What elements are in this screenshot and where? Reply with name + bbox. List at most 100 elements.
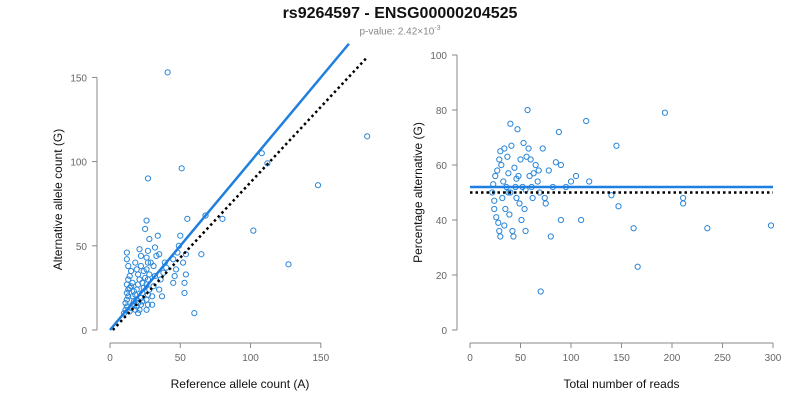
chart-title: rs9264597 - ENSG00000204525 — [282, 5, 518, 22]
data-point — [250, 227, 257, 234]
data-point — [514, 126, 521, 133]
data-point — [143, 254, 150, 261]
data-point — [507, 189, 514, 196]
data-point — [525, 145, 532, 152]
data-point — [539, 145, 546, 152]
data-point — [524, 106, 531, 114]
data-point — [504, 153, 511, 160]
data-point — [516, 200, 523, 207]
y-tick-label: 100 — [70, 158, 87, 169]
fit-line — [109, 42, 350, 331]
data-point — [491, 205, 498, 213]
data-point — [520, 139, 527, 147]
y-tick-label: 0 — [81, 326, 87, 337]
pvalue-exponent: -3 — [434, 25, 441, 32]
data-point — [557, 161, 565, 169]
y-tick-label: 0 — [441, 326, 447, 337]
x-axis-label: Reference allele count (A) — [171, 377, 310, 391]
data-point — [125, 293, 132, 300]
data-point — [156, 286, 163, 293]
data-point — [537, 288, 544, 295]
data-point — [120, 310, 128, 317]
data-point — [146, 271, 153, 278]
data-point — [314, 182, 322, 189]
x-tick-label: 50 — [175, 353, 187, 364]
y-tick-label: 100 — [430, 51, 447, 62]
data-point — [123, 296, 130, 303]
data-point — [497, 148, 504, 155]
data-point — [136, 246, 143, 253]
data-point — [518, 216, 525, 224]
data-point — [285, 261, 292, 268]
data-point — [767, 222, 775, 229]
data-point — [489, 189, 496, 196]
data-point — [181, 279, 188, 286]
data-point — [555, 128, 562, 136]
data-point — [142, 225, 149, 233]
y-tick-label: 50 — [76, 242, 88, 253]
data-point — [613, 142, 620, 149]
data-point — [501, 145, 508, 152]
data-point — [704, 225, 711, 232]
data-point — [521, 205, 528, 213]
data-point — [129, 279, 136, 286]
data-point — [522, 227, 529, 235]
data-point — [364, 133, 371, 140]
x-tick-label: 150 — [613, 353, 630, 364]
x-tick-label: 50 — [515, 353, 527, 364]
data-point — [179, 259, 187, 266]
data-point — [500, 178, 507, 185]
data-point — [154, 232, 161, 239]
data-point — [151, 273, 159, 280]
data-point — [146, 235, 153, 243]
y-tick-label: 80 — [436, 106, 448, 117]
data-point — [144, 175, 152, 182]
x-axis-label: Total number of reads — [563, 377, 679, 391]
data-point — [502, 205, 509, 213]
data-point — [494, 167, 501, 174]
data-point — [517, 156, 524, 163]
data-point — [507, 120, 514, 127]
data-point — [150, 283, 157, 290]
data-point — [661, 109, 669, 116]
data-point — [493, 214, 500, 221]
data-point — [149, 301, 156, 308]
data-point — [506, 211, 513, 218]
data-point — [123, 256, 130, 263]
data-point — [583, 117, 590, 125]
data-point — [513, 194, 520, 202]
data-point — [202, 212, 209, 219]
chart-subtitle: p-value: 2.42×10-3 — [0, 25, 800, 37]
x-tick-label: 200 — [664, 353, 681, 364]
data-point — [156, 251, 163, 258]
data-point — [534, 178, 541, 185]
data-point — [149, 293, 156, 300]
data-point — [498, 161, 505, 169]
data-point — [137, 262, 145, 270]
data-point — [143, 266, 150, 273]
data-point — [132, 259, 139, 266]
data-point — [133, 266, 140, 273]
data-point — [125, 276, 132, 283]
data-point — [680, 194, 687, 202]
data-point — [532, 161, 539, 169]
y-tick-label: 60 — [436, 161, 448, 172]
data-point — [552, 159, 559, 166]
data-point — [496, 227, 503, 235]
data-point — [542, 200, 549, 207]
data-point — [510, 233, 517, 240]
data-point — [567, 178, 575, 185]
data-point — [123, 289, 130, 297]
data-point — [530, 170, 537, 177]
data-point — [143, 217, 150, 224]
data-point — [122, 299, 129, 307]
data-point — [680, 200, 687, 207]
data-point — [178, 165, 185, 172]
data-point — [523, 153, 530, 160]
y-axis-label: Percentage alternative (G) — [411, 122, 425, 263]
data-point — [505, 170, 512, 177]
y-axis-label: Alternative allele count (G) — [51, 129, 65, 270]
y-tick-label: 40 — [436, 216, 448, 227]
